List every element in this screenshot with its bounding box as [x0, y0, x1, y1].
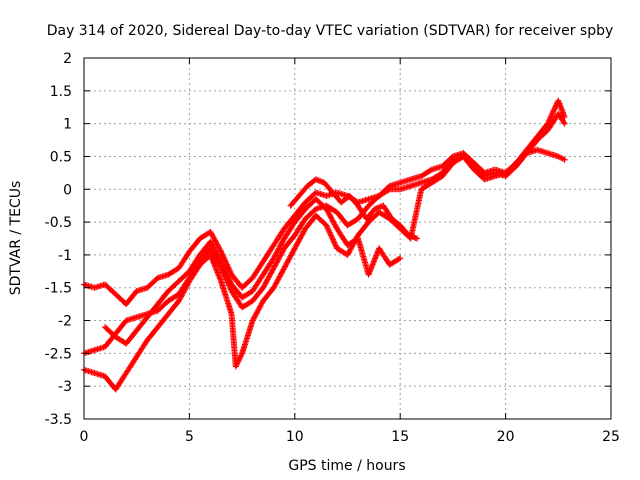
y-tick-label: -3: [58, 379, 72, 395]
data-point: [561, 156, 568, 163]
x-tick-label: 5: [185, 429, 194, 445]
x-tick-label: 0: [80, 429, 89, 445]
grid: [84, 58, 611, 419]
y-axis-title: SDTVAR / TECUs: [8, 181, 24, 296]
y-tick-label: -2.5: [45, 346, 72, 362]
x-tick-label: 20: [497, 429, 515, 445]
x-tick-label: 25: [602, 429, 620, 445]
data-point: [395, 256, 402, 263]
data-point: [427, 167, 434, 174]
series-track-2: [81, 110, 568, 357]
y-tick-labels: -3.5 -3 -2.5 -2 -1.5 -1 -0.5 0 0.5 1 1.5 2: [45, 51, 72, 428]
x-tick-label: 15: [391, 429, 409, 445]
data-point: [385, 187, 392, 194]
axis-ticks: [83, 57, 612, 420]
x-tick-label: 10: [286, 429, 304, 445]
data-point: [414, 235, 421, 242]
y-tick-label: -1.5: [45, 281, 72, 297]
y-tick-label: 2: [63, 51, 72, 67]
y-tick-label: 1.5: [50, 84, 72, 100]
x-axis-title: GPS time / hours: [288, 458, 405, 474]
chart-title: Day 314 of 2020, Sidereal Day-to-day VTE…: [47, 23, 614, 39]
y-tick-label: 0: [63, 182, 72, 198]
x-tick-labels: 0 5 10 15 20 25: [80, 429, 620, 445]
series-track-5: [287, 176, 421, 242]
y-tick-label: -2: [58, 314, 72, 330]
y-tick-label: -0.5: [45, 215, 72, 231]
data-point: [397, 255, 404, 262]
data-point: [561, 120, 568, 127]
plot-frame: [83, 57, 612, 420]
data-points: [81, 97, 568, 393]
y-tick-label: -1: [58, 248, 72, 264]
y-tick-label: -3.5: [45, 412, 72, 428]
y-tick-label: 0.5: [50, 149, 72, 165]
y-tick-label: 1: [63, 117, 72, 133]
series-track-1: [81, 97, 568, 308]
series-track-4: [102, 196, 404, 347]
